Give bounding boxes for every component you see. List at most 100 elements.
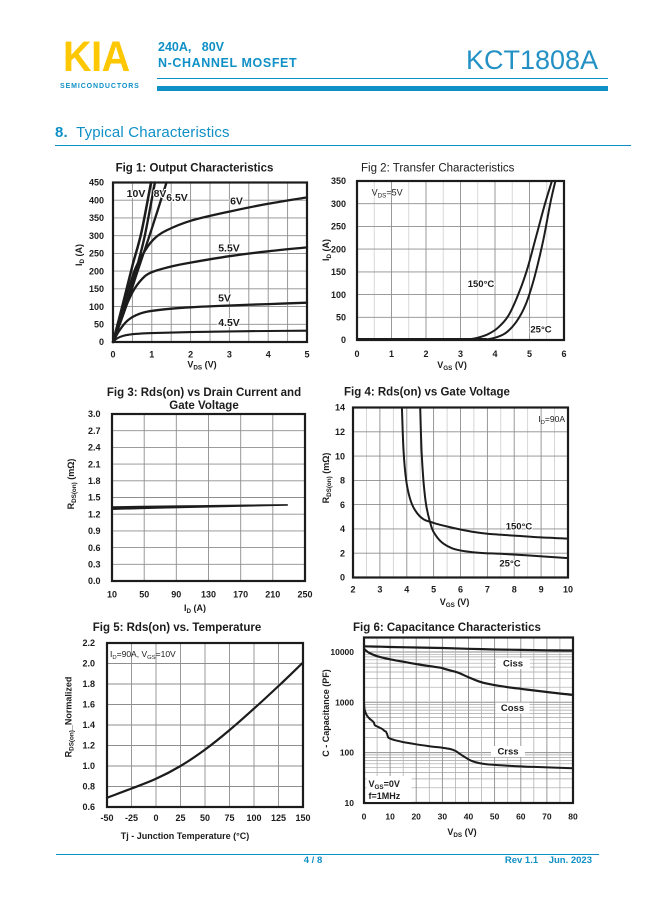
- svg-text:10: 10: [345, 798, 355, 808]
- svg-text:2.0: 2.0: [82, 659, 95, 669]
- svg-text:0: 0: [110, 350, 115, 360]
- svg-text:8: 8: [512, 585, 517, 595]
- svg-text:-50: -50: [100, 813, 113, 823]
- svg-text:100: 100: [340, 748, 354, 758]
- svg-text:25°C: 25°C: [530, 325, 551, 336]
- svg-text:7: 7: [485, 585, 490, 595]
- svg-text:VDS (V): VDS (V): [187, 360, 216, 372]
- svg-text:0.8: 0.8: [82, 782, 95, 792]
- svg-text:2.4: 2.4: [88, 443, 101, 453]
- svg-text:90: 90: [171, 590, 181, 600]
- svg-text:5.5V: 5.5V: [218, 243, 240, 255]
- svg-text:150°C: 150°C: [506, 522, 533, 533]
- svg-text:100: 100: [89, 302, 104, 312]
- svg-text:5: 5: [431, 585, 436, 595]
- svg-text:RDS(on) (mΩ): RDS(on) (mΩ): [321, 453, 333, 504]
- svg-text:300: 300: [89, 231, 104, 241]
- svg-text:6: 6: [561, 349, 566, 359]
- svg-text:C - Capacitance (PF): C - Capacitance (PF): [321, 669, 331, 757]
- svg-text:100: 100: [246, 813, 261, 823]
- svg-text:3: 3: [377, 585, 382, 595]
- svg-text:300: 300: [331, 199, 346, 209]
- svg-text:25: 25: [175, 813, 185, 823]
- svg-text:200: 200: [89, 266, 104, 276]
- svg-text:50: 50: [139, 590, 149, 600]
- svg-text:Ciss: Ciss: [503, 659, 523, 670]
- svg-text:150°C: 150°C: [468, 279, 495, 290]
- svg-text:150: 150: [89, 284, 104, 294]
- svg-text:0: 0: [354, 349, 359, 359]
- svg-text:Fig 2: Transfer Characteristic: Fig 2: Transfer Characteristics: [361, 163, 515, 175]
- svg-text:2: 2: [423, 349, 428, 359]
- svg-text:4: 4: [404, 585, 409, 595]
- svg-text:Fig 4: Rds(on) vs Gate Voltage: Fig 4: Rds(on) vs Gate Voltage: [344, 387, 510, 399]
- svg-text:0: 0: [153, 813, 158, 823]
- svg-text:1.2: 1.2: [88, 509, 101, 519]
- svg-text:10000: 10000: [330, 647, 354, 657]
- svg-text:5V: 5V: [218, 293, 231, 305]
- svg-text:2.1: 2.1: [88, 459, 101, 469]
- svg-text:250: 250: [297, 590, 312, 600]
- svg-text:5: 5: [527, 349, 532, 359]
- svg-text:-25: -25: [125, 813, 138, 823]
- svg-text:70: 70: [542, 812, 552, 822]
- svg-text:RDS(on)_Normalized: RDS(on)_Normalized: [64, 677, 76, 758]
- svg-text:4.5V: 4.5V: [218, 317, 240, 329]
- svg-text:Gate Voltage: Gate Voltage: [169, 400, 238, 412]
- svg-text:2: 2: [340, 548, 345, 558]
- svg-text:4: 4: [266, 350, 271, 360]
- svg-text:0.6: 0.6: [82, 802, 95, 812]
- svg-text:2.2: 2.2: [82, 638, 95, 648]
- svg-text:6.5V: 6.5V: [166, 192, 188, 204]
- svg-text:170: 170: [233, 590, 248, 600]
- svg-text:200: 200: [331, 244, 346, 254]
- svg-text:3.0: 3.0: [88, 409, 101, 419]
- svg-text:210: 210: [265, 590, 280, 600]
- svg-text:0: 0: [362, 812, 367, 822]
- svg-text:RDS(on) (mΩ): RDS(on) (mΩ): [66, 459, 78, 510]
- svg-text:1.2: 1.2: [82, 741, 95, 751]
- svg-text:0.6: 0.6: [88, 543, 101, 553]
- svg-text:6V: 6V: [230, 196, 243, 208]
- svg-text:150: 150: [331, 267, 346, 277]
- svg-text:3: 3: [458, 349, 463, 359]
- svg-text:Fig 6: Capacitance Characteris: Fig 6: Capacitance Characteristics: [353, 622, 541, 634]
- svg-text:125: 125: [271, 813, 286, 823]
- svg-text:350: 350: [89, 213, 104, 223]
- svg-text:14: 14: [335, 403, 345, 413]
- svg-text:5: 5: [304, 350, 309, 360]
- svg-text:50: 50: [200, 813, 210, 823]
- svg-text:0.0: 0.0: [88, 576, 101, 586]
- svg-text:1.6: 1.6: [82, 700, 95, 710]
- svg-text:3: 3: [227, 350, 232, 360]
- svg-text:1000: 1000: [335, 697, 354, 707]
- svg-text:VDS=5V: VDS=5V: [372, 188, 403, 200]
- svg-text:6: 6: [458, 585, 463, 595]
- svg-text:10V: 10V: [127, 188, 146, 200]
- svg-text:150: 150: [295, 813, 310, 823]
- svg-text:250: 250: [331, 222, 346, 232]
- svg-text:450: 450: [89, 178, 104, 188]
- svg-text:4: 4: [340, 524, 345, 534]
- svg-text:400: 400: [89, 195, 104, 205]
- svg-text:12: 12: [335, 427, 345, 437]
- svg-text:ID=90A: ID=90A: [538, 414, 565, 426]
- svg-text:1.5: 1.5: [88, 493, 101, 503]
- svg-text:60: 60: [516, 812, 526, 822]
- svg-text:350: 350: [331, 176, 346, 186]
- svg-text:2: 2: [350, 585, 355, 595]
- svg-text:VGS (V): VGS (V): [437, 360, 467, 372]
- svg-text:0: 0: [340, 573, 345, 583]
- svg-text:25°C: 25°C: [499, 559, 520, 570]
- svg-text:2.7: 2.7: [88, 426, 101, 436]
- svg-text:4: 4: [492, 349, 497, 359]
- svg-text:0.9: 0.9: [88, 526, 101, 536]
- svg-text:Coss: Coss: [501, 703, 524, 714]
- svg-text:1.0: 1.0: [82, 761, 95, 771]
- svg-text:10: 10: [563, 585, 573, 595]
- svg-text:0: 0: [341, 335, 346, 345]
- svg-text:50: 50: [94, 320, 104, 330]
- svg-text:50: 50: [490, 812, 500, 822]
- svg-text:ID (A): ID (A): [74, 244, 86, 266]
- svg-text:1: 1: [149, 350, 154, 360]
